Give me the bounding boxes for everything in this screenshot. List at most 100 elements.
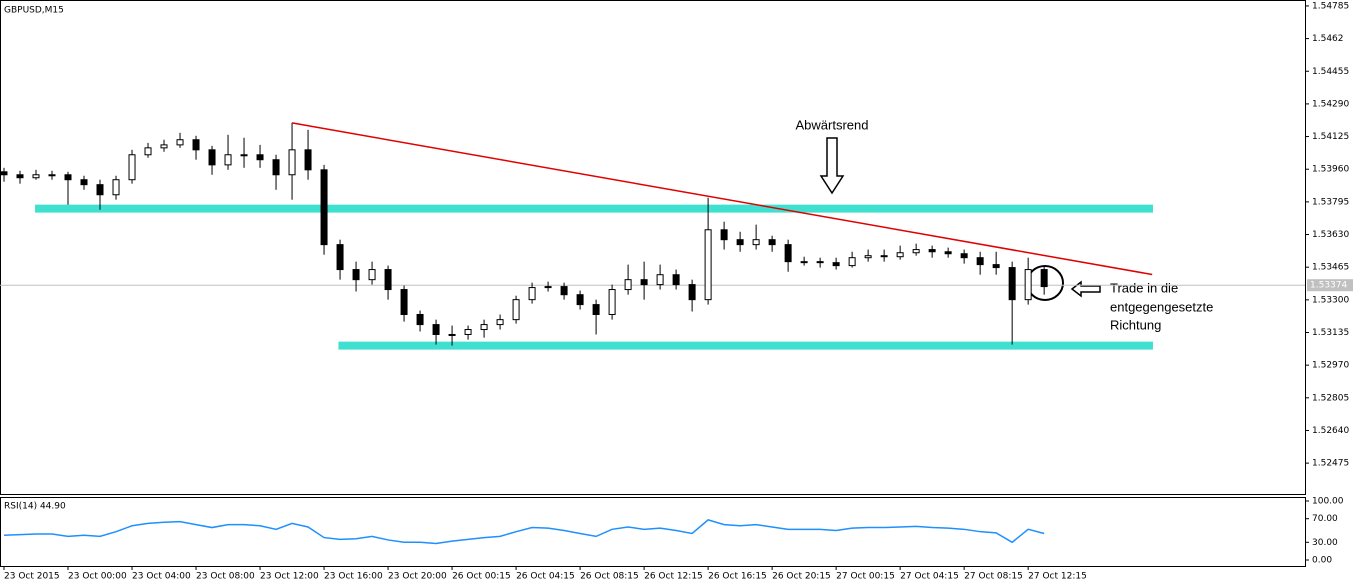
y-tick-label: 1.52970 [1312, 361, 1349, 371]
y-tick-label: 1.53465 [1312, 263, 1349, 273]
down-arrow [819, 137, 845, 195]
candle-body [560, 286, 568, 296]
candle-body [608, 289, 616, 315]
candle-body [688, 284, 696, 301]
chart-title: GBPUSD,M15 [4, 6, 64, 16]
x-tick-label: 23 Oct 12:00 [260, 572, 319, 582]
candle-body [48, 174, 56, 177]
x-tick-label: 26 Oct 20:15 [772, 572, 831, 582]
rsi-frame [0, 497, 1306, 567]
candle-body [992, 264, 1000, 269]
candle-body [480, 324, 488, 331]
y-tick-label: 0.00 [1312, 556, 1332, 566]
candle-body [464, 329, 472, 335]
x-tick-label: 26 Oct 12:15 [644, 572, 703, 582]
candle-body [128, 154, 136, 181]
candle-body [0, 171, 8, 176]
trend-annotation: Abwärtsrend [796, 117, 869, 132]
candle-body [624, 279, 632, 291]
candle-body [112, 179, 120, 196]
y-tick-label: 30.00 [1312, 538, 1338, 548]
x-tick-label: 23 Oct 04:00 [132, 572, 191, 582]
candle-body [1008, 267, 1016, 301]
candle-body [512, 299, 520, 321]
y-tick-label: 1.52640 [1312, 426, 1349, 436]
candle-body [736, 239, 744, 246]
x-tick-label: 26 Oct 04:15 [516, 572, 575, 582]
candle-body [1024, 269, 1032, 301]
candle-body [320, 169, 328, 246]
candle-body [400, 289, 408, 315]
candle-body [352, 269, 360, 281]
candle-body [544, 286, 552, 289]
trade-annotation: entgegengesetzte [1110, 299, 1213, 314]
candle-body [272, 159, 280, 176]
x-tick-label: 23 Oct 2015 [4, 572, 60, 582]
candle-body [416, 313, 424, 326]
candle-body [976, 257, 984, 266]
candle-body [256, 154, 264, 161]
candle-body [224, 154, 232, 166]
y-tick-label: 1.54455 [1312, 67, 1349, 77]
y-tick-label: 1.54785 [1312, 1, 1349, 11]
x-tick-label: 23 Oct 16:00 [324, 572, 383, 582]
candle-body [720, 229, 728, 241]
y-tick-label: 1.52475 [1312, 459, 1349, 469]
rsi-line [3, 519, 1045, 545]
candle-body [32, 174, 40, 179]
candle-body [576, 294, 584, 306]
x-tick-label: 27 Oct 04:15 [900, 572, 959, 582]
y-tick-label: 1.54290 [1312, 99, 1349, 109]
candle-body [656, 274, 664, 286]
candle-body [496, 319, 504, 326]
candle-body [944, 251, 952, 255]
y-tick-label: 1.53630 [1312, 230, 1349, 240]
left-arrow [1070, 280, 1101, 298]
main-frame [0, 0, 1306, 495]
candle-body [912, 249, 920, 254]
candle-body [176, 139, 184, 146]
candle-body [160, 144, 168, 149]
x-tick-label: 26 Oct 16:15 [708, 572, 767, 582]
candle-body [368, 269, 376, 281]
candle-body [752, 239, 760, 246]
candle-body [288, 149, 296, 176]
candle-body [144, 147, 152, 156]
x-tick-label: 26 Oct 00:15 [452, 572, 511, 582]
y-tick-label: 1.53795 [1312, 197, 1349, 207]
candle-body [848, 257, 856, 267]
candle-body [832, 262, 840, 267]
candle-body [864, 255, 872, 259]
x-tick-label: 23 Oct 20:00 [388, 572, 447, 582]
candle-body [768, 239, 776, 246]
x-tick-label: 26 Oct 08:15 [580, 572, 639, 582]
y-tick-label: 1.54125 [1312, 132, 1349, 142]
candle-body [80, 179, 88, 186]
x-tick-label: 27 Oct 08:15 [964, 572, 1023, 582]
candle-body [336, 244, 344, 271]
y-tick-label: 1.53960 [1312, 165, 1349, 175]
candle-body [240, 154, 248, 157]
trend-line [291, 122, 1153, 276]
x-tick-label: 23 Oct 08:00 [196, 572, 255, 582]
x-tick-label: 27 Oct 12:15 [1028, 572, 1087, 582]
current-price-box [1307, 279, 1353, 292]
candle-body [448, 333, 456, 336]
y-tick-label: 100.00 [1312, 497, 1344, 507]
candle-body [16, 174, 24, 179]
rsi-title: RSI(14) 44.90 [4, 502, 66, 512]
candle-body [672, 274, 680, 286]
candle-body [304, 149, 312, 171]
candle-body [1040, 269, 1048, 288]
candle-body [704, 229, 712, 301]
y-tick-label: 1.53135 [1312, 328, 1349, 338]
candle-body [800, 261, 808, 264]
candle-body [528, 287, 536, 301]
candle-body [960, 253, 968, 259]
candle-body [96, 184, 104, 196]
trade-annotation: Trade in die [1110, 280, 1178, 295]
candle-body [192, 139, 200, 151]
y-tick-label: 1.5462 [1312, 34, 1344, 44]
candle-body [784, 244, 792, 263]
